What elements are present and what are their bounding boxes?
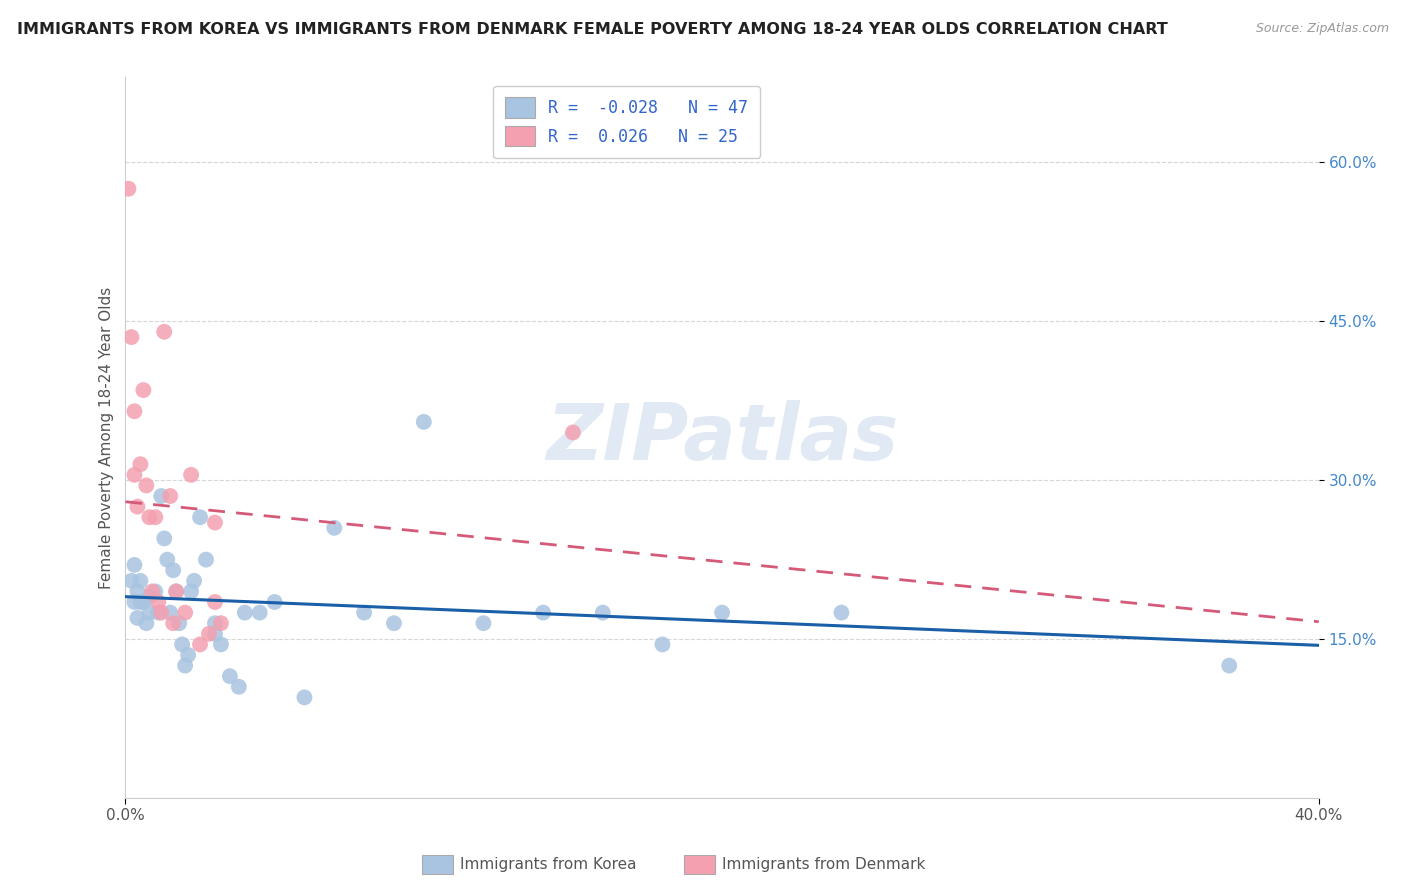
Point [294, 690, 316, 705]
Point [172, 637, 194, 651]
Point [153, 532, 176, 546]
Text: IMMIGRANTS FROM KOREA VS IMMIGRANTS FROM DENMARK FEMALE POVERTY AMONG 18-24 YEAR: IMMIGRANTS FROM KOREA VS IMMIGRANTS FROM… [17, 22, 1167, 37]
Legend: R =  -0.028   N = 47, R =  0.026   N = 25: R = -0.028 N = 47, R = 0.026 N = 25 [494, 86, 761, 158]
Point [132, 595, 155, 609]
Point [150, 606, 173, 620]
Point [249, 606, 271, 620]
Point [127, 584, 149, 599]
Point [382, 616, 405, 631]
Text: ZIPatlas: ZIPatlas [546, 400, 898, 475]
Y-axis label: Female Poverty Among 18-24 Year Olds: Female Poverty Among 18-24 Year Olds [100, 286, 114, 589]
Point [177, 648, 200, 662]
Point [180, 584, 202, 599]
Point [204, 616, 226, 631]
Point [218, 669, 240, 683]
Point [127, 500, 149, 514]
Point [188, 637, 211, 651]
Point [204, 516, 226, 530]
Point [195, 552, 218, 566]
Point [148, 595, 170, 609]
Point [209, 616, 232, 631]
Point [117, 182, 139, 196]
Point [1218, 658, 1240, 673]
Point [711, 606, 734, 620]
Point [183, 574, 205, 588]
Point [127, 611, 149, 625]
Point [135, 616, 157, 631]
Point [167, 616, 190, 631]
Point [204, 595, 226, 609]
Point [141, 584, 163, 599]
Point [138, 590, 160, 604]
Point [830, 606, 852, 620]
Point [135, 478, 157, 492]
Point [204, 627, 226, 641]
Point [592, 606, 614, 620]
Point [129, 457, 152, 471]
Point [120, 330, 142, 344]
Point [132, 383, 155, 397]
Point [143, 510, 166, 524]
Point [153, 325, 176, 339]
Point [124, 467, 146, 482]
Point [143, 584, 166, 599]
Point [159, 489, 181, 503]
Point [531, 606, 554, 620]
Point [561, 425, 583, 440]
Point [188, 510, 211, 524]
Text: Source: ZipAtlas.com: Source: ZipAtlas.com [1256, 22, 1389, 36]
Point [412, 415, 434, 429]
Point [124, 558, 146, 572]
Point [162, 563, 184, 577]
Point [651, 637, 673, 651]
Point [150, 489, 173, 503]
Text: Immigrants from Denmark: Immigrants from Denmark [723, 857, 925, 871]
Point [148, 606, 170, 620]
Point [209, 637, 232, 651]
Point [323, 521, 346, 535]
Text: Immigrants from Korea: Immigrants from Korea [460, 857, 636, 871]
Point [233, 606, 256, 620]
Point [180, 467, 202, 482]
Point [263, 595, 285, 609]
Point [353, 606, 375, 620]
Point [124, 404, 146, 418]
Point [165, 584, 187, 599]
Point [228, 680, 250, 694]
Point [165, 584, 187, 599]
Point [159, 606, 181, 620]
Point [120, 574, 142, 588]
Point [156, 552, 179, 566]
Point [198, 627, 221, 641]
Point [174, 606, 197, 620]
Point [138, 510, 160, 524]
Point [138, 606, 160, 620]
Point [174, 658, 197, 673]
Point [129, 574, 152, 588]
Point [129, 595, 152, 609]
Point [162, 616, 184, 631]
Point [124, 595, 146, 609]
Point [472, 616, 495, 631]
